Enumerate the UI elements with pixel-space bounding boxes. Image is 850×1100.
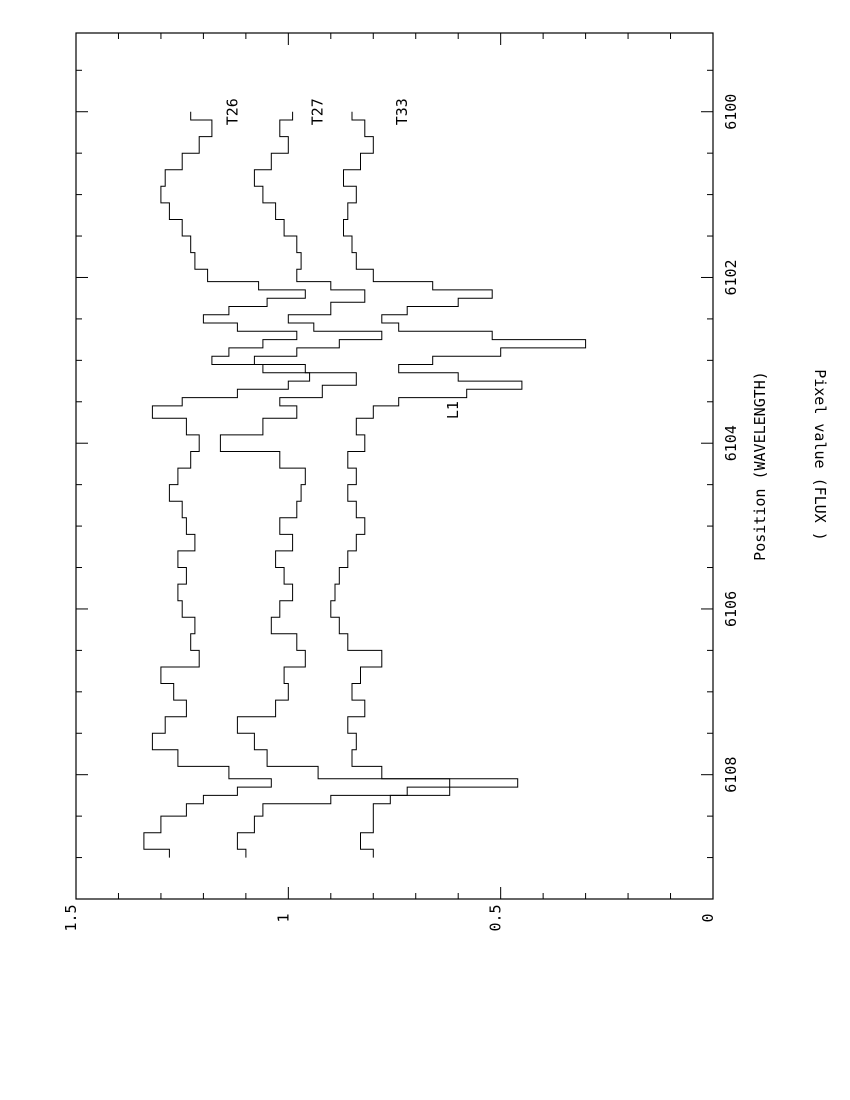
series-line-2 xyxy=(219,111,451,858)
plot-frame xyxy=(75,32,714,900)
tick-labels: 6100 6102 6104 6106 6108 0 0.5 1 1.5 xyxy=(62,94,740,932)
series-group xyxy=(143,111,587,858)
x-tick-label: 6106 xyxy=(722,591,740,627)
y-axis-label: Pixel value (FLUX ) xyxy=(811,369,829,541)
y-tick-label: 0 xyxy=(699,913,717,922)
axis-ticks xyxy=(75,33,714,900)
y-tick-label: 1 xyxy=(274,913,292,922)
series-line-3 xyxy=(330,111,587,858)
annotation-label: T27 xyxy=(308,98,326,125)
annotation-label: T33 xyxy=(393,98,411,125)
series-line-1 xyxy=(143,111,311,858)
x-tick-label: 6100 xyxy=(722,94,740,130)
x-axis-label: Position (WAVELENGTH) xyxy=(751,371,769,561)
annotation-label: L1 xyxy=(444,401,462,419)
x-tick-label: 6104 xyxy=(722,425,740,461)
annotation-label: T26 xyxy=(223,98,241,125)
annotation-group: T26 T27 T33 L1 xyxy=(223,98,462,419)
y-tick-label: 0.5 xyxy=(487,904,505,931)
x-tick-label: 6102 xyxy=(722,259,740,295)
y-tick-label: 1.5 xyxy=(62,904,80,931)
x-tick-label: 6108 xyxy=(722,757,740,793)
